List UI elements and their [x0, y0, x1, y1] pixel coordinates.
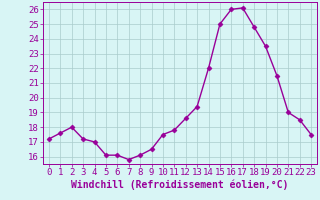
X-axis label: Windchill (Refroidissement éolien,°C): Windchill (Refroidissement éolien,°C)	[71, 180, 289, 190]
